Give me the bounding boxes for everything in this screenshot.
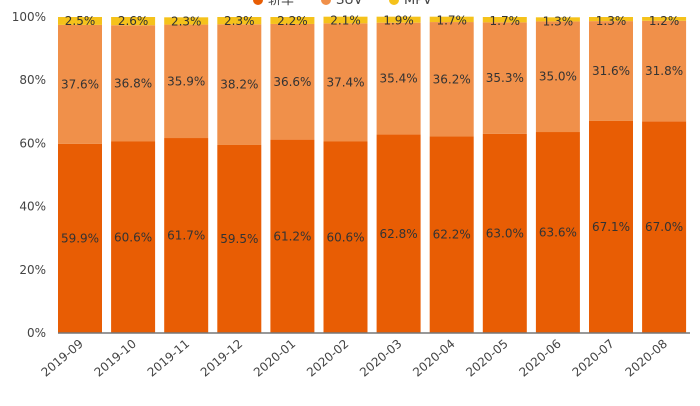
x-tick-label: 2020-06	[516, 337, 563, 380]
x-tick-label: 2020-03	[357, 337, 404, 380]
x-tick-label: 2019-10	[92, 337, 139, 380]
x-tick-label: 2020-05	[463, 337, 510, 380]
bar-segment	[217, 17, 262, 25]
data-label: 2.5%	[65, 14, 96, 28]
bar-segment	[429, 22, 474, 137]
bar-segment	[111, 17, 156, 26]
bar-segment	[164, 17, 209, 25]
bar-segment	[111, 141, 156, 333]
data-label: 36.6%	[273, 75, 311, 89]
data-label: 31.8%	[645, 64, 683, 78]
bar-segment	[535, 17, 580, 22]
x-tick-label: 2020-07	[570, 337, 617, 380]
legend-marker	[389, 0, 399, 5]
data-label: 1.7%	[436, 14, 467, 28]
bar-segment	[111, 25, 156, 142]
data-label: 37.4%	[326, 75, 364, 89]
data-label: 1.7%	[490, 14, 521, 28]
bar-segment	[642, 17, 687, 21]
data-label: 60.6%	[114, 230, 152, 244]
legend-marker	[253, 0, 263, 5]
y-tick-label: 80%	[19, 73, 46, 87]
data-label: 67.0%	[645, 220, 683, 234]
bar-segment	[482, 22, 527, 134]
data-label: 1.3%	[596, 14, 627, 28]
bar-segment	[164, 138, 209, 333]
data-label: 61.2%	[273, 229, 311, 243]
data-label: 37.6%	[61, 77, 99, 91]
bar-segment	[58, 17, 102, 25]
bar-segment	[429, 136, 474, 333]
data-label: 36.2%	[433, 72, 471, 86]
legend-label: 轿车	[268, 0, 294, 8]
bar-segment	[589, 17, 633, 22]
bar-segment	[589, 120, 633, 334]
legend-label: SUV	[336, 0, 363, 8]
bar-segment	[217, 144, 262, 333]
data-label: 1.9%	[383, 14, 414, 28]
bar-segment	[323, 23, 368, 142]
x-tick-label: 2019-11	[145, 337, 192, 380]
y-tick-label: 0%	[27, 326, 46, 340]
bar-segment	[58, 143, 102, 333]
bar-segment	[642, 20, 687, 122]
x-tick-label: 2019-09	[39, 337, 86, 380]
bar-segment	[376, 16, 421, 23]
data-label: 35.4%	[380, 72, 418, 86]
data-label: 2.1%	[330, 14, 361, 28]
bar-segment	[217, 24, 262, 145]
bar-segment	[164, 24, 209, 139]
bar-segment	[270, 17, 315, 24]
x-tick-label: 2019-12	[198, 337, 245, 380]
data-label: 61.7%	[167, 229, 205, 243]
data-label: 59.9%	[61, 231, 99, 245]
y-tick-label: 40%	[19, 200, 46, 214]
bar-segment	[270, 23, 315, 140]
legend-label: MPV	[404, 0, 432, 8]
bar-segment	[482, 17, 527, 23]
bar-segment	[482, 133, 527, 333]
bar-segment	[429, 16, 474, 23]
bar-segment	[589, 21, 633, 121]
data-label: 2.3%	[171, 14, 202, 28]
data-label: 35.0%	[539, 70, 577, 84]
data-label: 36.8%	[114, 76, 152, 90]
data-label: 2.2%	[277, 14, 308, 28]
bar-segment	[642, 121, 687, 333]
y-tick-label: 20%	[19, 263, 46, 277]
data-label: 59.5%	[220, 232, 258, 246]
data-label: 62.2%	[433, 228, 471, 242]
x-tick-label: 2020-08	[623, 337, 670, 380]
bar-segment	[323, 141, 368, 333]
bar-segment	[323, 16, 368, 24]
x-tick-label: 2020-04	[410, 337, 457, 380]
y-tick-label: 60%	[19, 136, 46, 150]
x-tick-label: 2020-01	[251, 337, 298, 380]
data-label: 35.9%	[167, 74, 205, 88]
data-label: 60.6%	[326, 230, 364, 244]
bar-segment	[535, 21, 580, 133]
data-label: 63.6%	[539, 226, 577, 240]
bar-segment	[58, 24, 102, 144]
data-label: 2.3%	[224, 14, 255, 28]
legend-marker	[321, 0, 331, 5]
x-tick-label: 2020-02	[304, 337, 351, 380]
bar-segment	[376, 134, 421, 333]
data-label: 1.3%	[543, 14, 574, 28]
data-label: 35.3%	[486, 71, 524, 85]
data-label: 67.1%	[592, 220, 630, 234]
data-label: 31.6%	[592, 64, 630, 78]
bar-segment	[535, 132, 580, 333]
y-tick-label: 100%	[12, 10, 46, 24]
data-label: 63.0%	[486, 226, 524, 240]
data-label: 38.2%	[220, 78, 258, 92]
bar-segment	[270, 139, 315, 333]
data-label: 1.2%	[649, 14, 680, 28]
data-label: 62.8%	[380, 227, 418, 241]
data-label: 2.6%	[118, 14, 149, 28]
bar-segment	[376, 22, 421, 135]
